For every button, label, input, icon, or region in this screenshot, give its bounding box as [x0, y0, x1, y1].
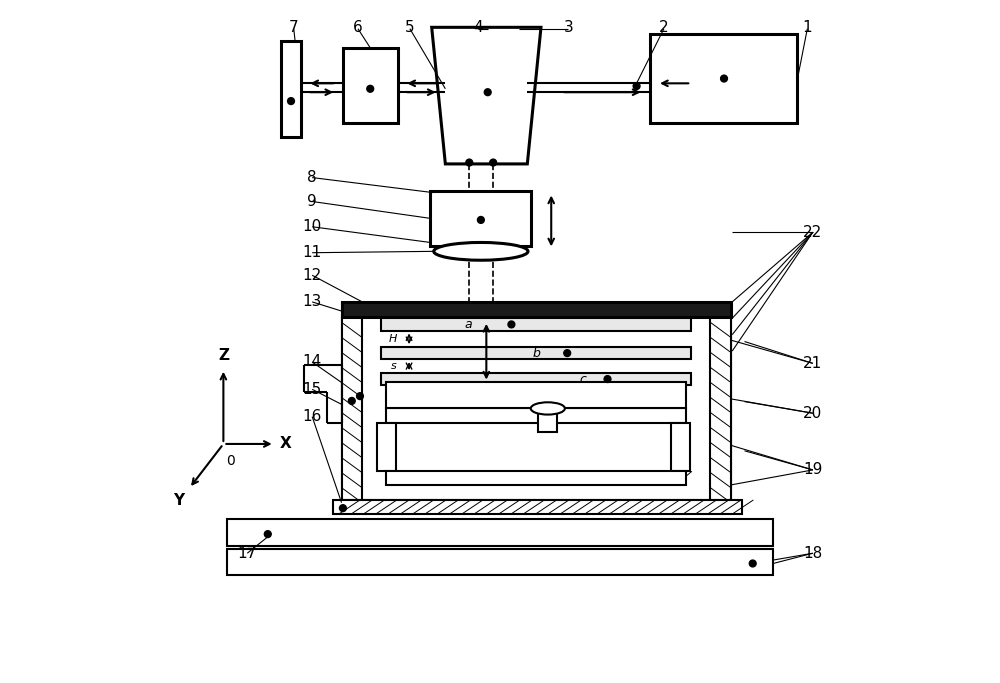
Text: 9: 9: [307, 194, 317, 209]
Text: 2: 2: [659, 20, 669, 35]
Circle shape: [288, 98, 294, 104]
Circle shape: [367, 85, 374, 92]
Text: X: X: [279, 436, 291, 451]
Polygon shape: [432, 27, 541, 164]
Text: 11: 11: [303, 245, 322, 260]
Circle shape: [484, 89, 491, 96]
Text: 12: 12: [303, 268, 322, 283]
Text: Y: Y: [173, 493, 184, 508]
Bar: [381, 318, 691, 331]
Bar: [281, 41, 301, 137]
Text: 17: 17: [238, 546, 257, 561]
Text: 0: 0: [226, 454, 235, 467]
Circle shape: [604, 376, 611, 382]
Bar: [381, 373, 691, 385]
Text: b: b: [532, 346, 540, 360]
Text: 7: 7: [289, 20, 299, 35]
Text: 14: 14: [303, 354, 322, 370]
Bar: [381, 347, 691, 359]
Text: 19: 19: [803, 462, 823, 477]
Circle shape: [508, 321, 515, 328]
Circle shape: [357, 393, 363, 400]
Bar: [386, 408, 686, 423]
Text: 5: 5: [405, 20, 415, 35]
Text: c: c: [579, 372, 586, 386]
Bar: [538, 410, 557, 432]
Text: H: H: [388, 334, 397, 344]
Text: 20: 20: [803, 406, 822, 421]
Text: 8: 8: [307, 170, 317, 185]
Circle shape: [749, 560, 756, 567]
Text: Z: Z: [218, 348, 229, 363]
Bar: [342, 302, 731, 317]
Ellipse shape: [531, 402, 565, 415]
Circle shape: [633, 83, 640, 89]
Circle shape: [564, 350, 571, 357]
Text: 16: 16: [302, 409, 322, 424]
Text: 13: 13: [302, 294, 322, 309]
Text: 15: 15: [303, 382, 322, 397]
Text: 10: 10: [303, 219, 322, 234]
Circle shape: [490, 159, 497, 166]
Bar: [227, 549, 773, 575]
Bar: [386, 382, 686, 408]
Circle shape: [339, 505, 346, 512]
Bar: [343, 48, 398, 123]
Bar: [710, 317, 731, 500]
Circle shape: [348, 398, 355, 404]
Text: 1: 1: [803, 20, 812, 35]
Bar: [671, 423, 690, 471]
Bar: [386, 471, 686, 485]
Circle shape: [264, 531, 271, 538]
Text: s: s: [391, 361, 397, 371]
Text: 6: 6: [353, 20, 363, 35]
Text: 3: 3: [563, 20, 573, 35]
Circle shape: [477, 217, 484, 223]
Circle shape: [466, 159, 473, 166]
Text: D: D: [544, 408, 553, 419]
Text: 21: 21: [803, 356, 822, 371]
Text: 18: 18: [803, 546, 822, 561]
Bar: [227, 519, 773, 546]
Text: 4: 4: [473, 20, 483, 35]
Bar: [430, 191, 531, 246]
Bar: [333, 500, 742, 514]
Bar: [650, 34, 797, 123]
Bar: [377, 423, 396, 471]
Text: 22: 22: [803, 225, 822, 240]
Ellipse shape: [434, 242, 528, 260]
Bar: [342, 317, 362, 500]
Circle shape: [721, 75, 727, 82]
Text: a: a: [464, 318, 472, 331]
